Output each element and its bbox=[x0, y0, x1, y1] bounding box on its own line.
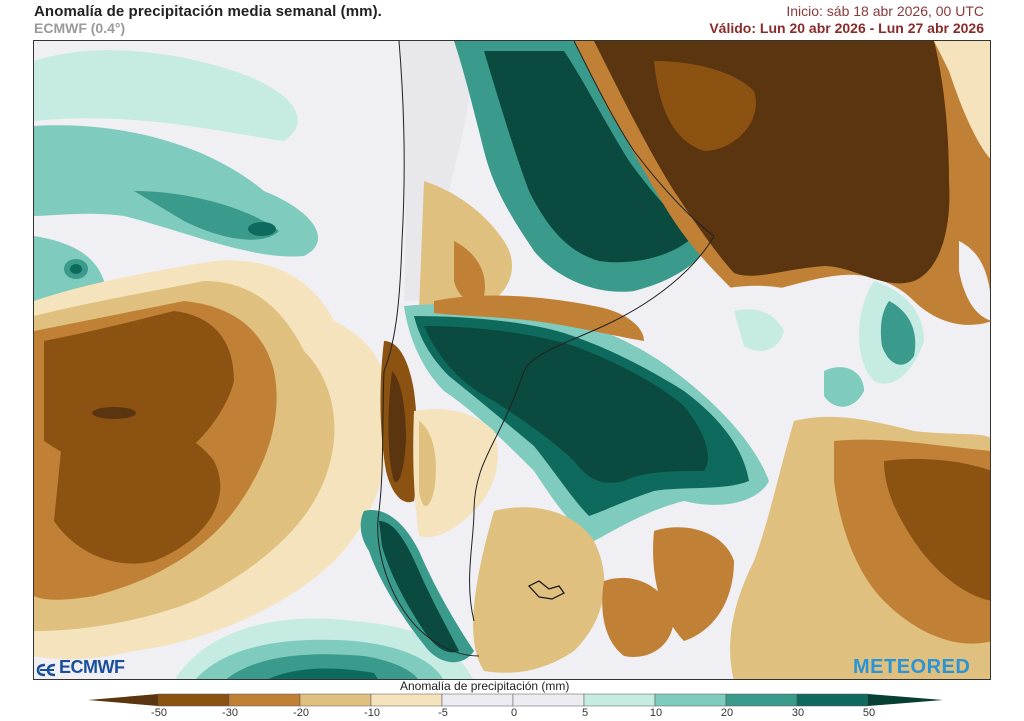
tick-label: -20 bbox=[293, 707, 309, 719]
map-title: Anomalía de precipitación media semanal … bbox=[34, 3, 382, 20]
colorbar bbox=[88, 693, 943, 707]
ecmwf-logo-icon bbox=[36, 661, 56, 676]
colorbar-label: Anomalía de precipitación (mm) bbox=[400, 679, 570, 693]
tick-label: 50 bbox=[862, 707, 876, 719]
meteored-logo: METEORED bbox=[853, 656, 971, 678]
valid-period: Válido: Lun 20 abr 2026 - Lun 27 abr 202… bbox=[709, 20, 984, 36]
colorbar-ticks: -50 -30 -20 -10 -5 0 5 10 20 30 50 bbox=[0, 707, 1024, 721]
tick-label: -30 bbox=[222, 707, 238, 719]
tick-label: 30 bbox=[791, 707, 805, 719]
tick-label: 5 bbox=[581, 707, 589, 719]
tick-label: 10 bbox=[649, 707, 663, 719]
tick-label: 0 bbox=[510, 707, 518, 719]
precipitation-anomaly-map bbox=[33, 40, 991, 680]
ecmwf-logo-text: ECMWF bbox=[59, 657, 125, 677]
tick-label: -50 bbox=[151, 707, 167, 719]
map-canvas bbox=[34, 41, 990, 679]
ecmwf-logo: ECMWF bbox=[36, 657, 125, 678]
model-label: ECMWF (0.4°) bbox=[34, 20, 126, 36]
tick-label: 20 bbox=[720, 707, 734, 719]
init-time: Inicio: sáb 18 abr 2026, 00 UTC bbox=[786, 3, 984, 19]
tick-label: -5 bbox=[438, 707, 448, 719]
tick-label: -10 bbox=[364, 707, 380, 719]
